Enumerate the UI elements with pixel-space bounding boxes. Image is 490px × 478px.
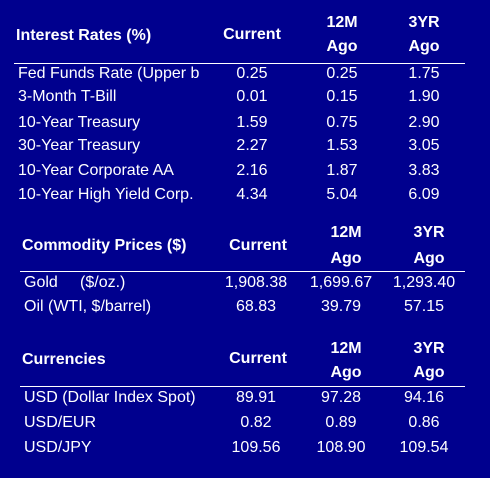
table-row: 3-Month T-Bill 0.01 0.15 1.90: [0, 86, 490, 108]
commodity-prices-title: Commodity Prices ($): [22, 237, 187, 254]
currencies-col-12m-ago: Ago: [330, 364, 362, 381]
commodity-col-12m-ago: Ago: [330, 250, 362, 267]
3yr-ago-value: 3.83: [408, 162, 440, 179]
row-label: 10-Year Treasury: [18, 114, 141, 131]
12m-ago-value: 1,699.67: [309, 274, 373, 291]
current-value: 4.34: [236, 186, 268, 203]
interest-header-rule: [14, 63, 465, 64]
table-row: 30-Year Treasury 2.27 1.53 3.05: [0, 135, 490, 157]
currencies-header-rule: [20, 386, 465, 387]
current-value: 1,908.38: [224, 274, 288, 291]
interest-col-3yr-ago: Ago: [408, 38, 440, 55]
3yr-ago-value: 0.86: [408, 414, 440, 431]
12m-ago-value: 1.53: [326, 137, 358, 154]
current-value: 0.82: [240, 414, 272, 431]
12m-ago-value: 39.79: [320, 298, 362, 315]
current-value: 2.16: [236, 162, 268, 179]
12m-ago-value: 0.15: [326, 88, 358, 105]
row-label: Gold ($/oz.): [24, 274, 126, 291]
row-label: Oil (WTI, $/barrel): [24, 298, 152, 315]
table-row: 10-Year Treasury 1.59 0.75 2.90: [0, 112, 490, 134]
commodity-col-current: Current: [229, 237, 287, 254]
table-row: 10-Year Corporate AA 2.16 1.87 3.83: [0, 160, 490, 182]
row-label: 30-Year Treasury: [18, 137, 141, 154]
row-label: 10-Year High Yield Corp.: [18, 186, 194, 203]
currencies-col-3yr-ago: Ago: [413, 364, 445, 381]
12m-ago-value: 0.89: [325, 414, 357, 431]
currencies-col-12m: 12M: [330, 340, 362, 357]
currencies-col-current: Current: [229, 350, 287, 367]
12m-ago-value: 0.75: [326, 114, 358, 131]
commodity-col-3yr: 3YR: [413, 224, 445, 241]
current-value: 0.25: [236, 65, 268, 82]
3yr-ago-value: 1.90: [408, 88, 440, 105]
currencies-col-3yr: 3YR: [413, 340, 445, 357]
commodity-col-3yr-ago: Ago: [413, 250, 445, 267]
commodity-header-rule: [20, 271, 465, 272]
current-value: 109.56: [231, 439, 281, 456]
interest-col-12m-ago: Ago: [326, 38, 358, 55]
3yr-ago-value: 94.16: [403, 389, 445, 406]
table-row: 10-Year High Yield Corp. 4.34 5.04 6.09: [0, 184, 490, 206]
table-row: Oil (WTI, $/barrel) 68.83 39.79 57.15: [0, 296, 490, 318]
table-row: USD (Dollar Index Spot) 89.91 97.28 94.1…: [0, 387, 490, 409]
row-label: 10-Year Corporate AA: [18, 162, 174, 179]
interest-col-12m: 12M: [326, 14, 358, 31]
table-row: Gold ($/oz.) 1,908.38 1,699.67 1,293.40: [0, 272, 490, 294]
commodity-col-12m: 12M: [330, 224, 362, 241]
current-value: 2.27: [236, 137, 268, 154]
current-value: 0.01: [236, 88, 268, 105]
row-label: USD/JPY: [24, 439, 92, 456]
interest-rates-title: Interest Rates (%): [16, 27, 152, 44]
12m-ago-value: 0.25: [326, 65, 358, 82]
3yr-ago-value: 6.09: [408, 186, 440, 203]
3yr-ago-value: 57.15: [403, 298, 445, 315]
12m-ago-value: 1.87: [326, 162, 358, 179]
row-label: USD/EUR: [24, 414, 97, 431]
12m-ago-value: 108.90: [316, 439, 366, 456]
3yr-ago-value: 2.90: [408, 114, 440, 131]
interest-col-3yr: 3YR: [408, 14, 440, 31]
row-label: USD (Dollar Index Spot): [24, 389, 196, 406]
3yr-ago-value: 1,293.40: [392, 274, 456, 291]
3yr-ago-value: 1.75: [408, 65, 440, 82]
current-value: 1.59: [236, 114, 268, 131]
3yr-ago-value: 109.54: [399, 439, 449, 456]
table-row: Fed Funds Rate (Upper b 0.25 0.25 1.75: [0, 63, 490, 85]
currencies-title: Currencies: [22, 351, 106, 368]
interest-col-current: Current: [223, 26, 281, 43]
table-row: USD/EUR 0.82 0.89 0.86: [0, 412, 490, 434]
current-value: 89.91: [235, 389, 277, 406]
current-value: 68.83: [235, 298, 277, 315]
3yr-ago-value: 3.05: [408, 137, 440, 154]
12m-ago-value: 5.04: [326, 186, 358, 203]
12m-ago-value: 97.28: [320, 389, 362, 406]
row-label: Fed Funds Rate (Upper b: [18, 65, 200, 82]
row-label: 3-Month T-Bill: [18, 88, 117, 105]
table-row: USD/JPY 109.56 108.90 109.54: [0, 437, 490, 459]
